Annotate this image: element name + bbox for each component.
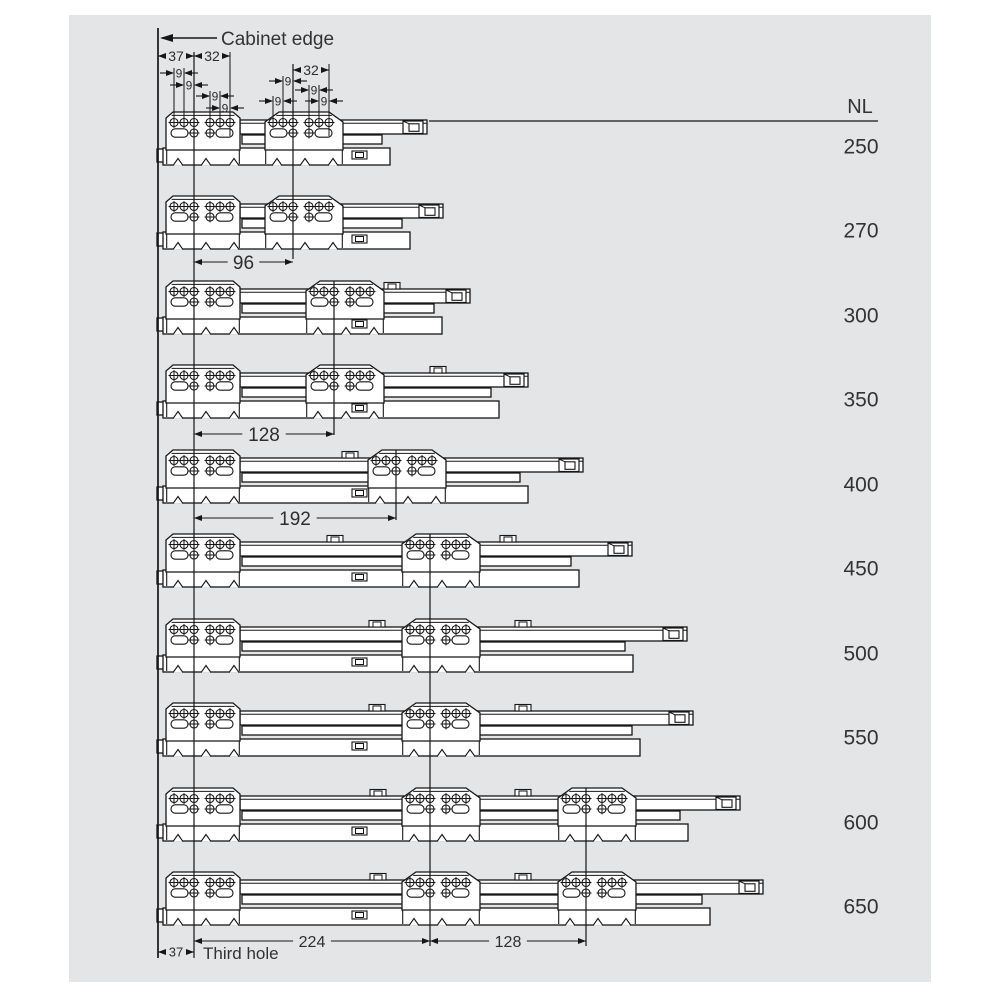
dimension-192: 192 (194, 509, 396, 530)
nl-value-270: 270 (843, 220, 878, 243)
front-bracket (165, 533, 241, 586)
cabinet-edge-arrow (160, 34, 217, 42)
mid-bracket-2 (557, 871, 637, 924)
dimension-128: 128 (194, 425, 334, 446)
dimension-9: 9 (206, 101, 244, 115)
nl-value-550: 550 (843, 727, 878, 750)
nl-value-400: 400 (843, 474, 878, 497)
dim-label: 9 (176, 66, 183, 80)
span-dimensions: 96 128 192 224 128 37 (158, 253, 586, 960)
front-bracket (165, 702, 241, 755)
mid-bracket-1 (305, 280, 385, 333)
front-bracket (165, 787, 241, 840)
nl-value-300: 300 (843, 305, 878, 328)
mid-bracket-1 (401, 533, 481, 586)
dim-label: 9 (311, 83, 318, 97)
nl-value-600: 600 (843, 812, 878, 835)
front-bracket (165, 871, 241, 924)
drawer-slide-nl-600 (156, 787, 741, 842)
front-bracket (165, 195, 241, 248)
mid-bracket-1 (401, 787, 481, 840)
dim-label: 96 (233, 253, 254, 274)
dim-label: 9 (212, 89, 219, 103)
dimension-9: 9 (196, 89, 234, 103)
dim-label: 9 (222, 101, 229, 115)
drawer-slide-nl-300 (156, 280, 471, 335)
front-bracket (165, 364, 241, 417)
front-bracket (165, 280, 241, 333)
nl-value-350: 350 (843, 389, 878, 412)
dimension-9: 9 (170, 78, 208, 92)
drawer-slide-nl-250 (156, 111, 428, 166)
dimension-9: 9 (259, 94, 297, 108)
dim-label: 9 (321, 94, 328, 108)
dimension-9: 9 (160, 66, 198, 80)
dimension-37: 37 (158, 945, 194, 960)
mid-bracket-1 (401, 618, 481, 671)
dim-label: 128 (495, 934, 522, 951)
dimension-128: 128 (430, 934, 586, 951)
drawer-slide-nl-450 (156, 533, 633, 588)
nl-value-650: 650 (843, 896, 878, 919)
mid-bracket-1 (264, 111, 344, 164)
dim-label: 32 (303, 62, 319, 78)
dimension-224: 224 (194, 934, 430, 951)
drawer-slide-nl-400 (156, 449, 584, 504)
dim-label: 9 (275, 94, 282, 108)
dimension-32: 32 (293, 62, 329, 78)
mid-bracket-1 (264, 195, 344, 248)
dim-label: 32 (204, 48, 220, 64)
nl-value-500: 500 (843, 643, 878, 666)
mid-bracket-1 (367, 449, 447, 502)
cabinet-edge-label: Cabinet edge (221, 29, 335, 50)
dim-label: 9 (186, 78, 193, 92)
mid-bracket-2 (557, 787, 637, 840)
dimension-9: 9 (269, 74, 307, 88)
dimension-37: 37 (158, 48, 194, 64)
guide-lines (157, 28, 587, 958)
dim-label: 192 (279, 509, 311, 530)
drawer-slide-nl-650 (156, 871, 764, 926)
dimension-9: 9 (305, 94, 343, 108)
dim-label: 37 (169, 945, 183, 960)
drawer-slide-nl-550 (156, 702, 694, 757)
dim-label: 37 (168, 48, 184, 64)
nl-column: 250 270 300 350 400 450 500 550 600 650 (429, 120, 879, 919)
dimension-9: 9 (295, 83, 333, 97)
third-hole-label: Third hole (203, 944, 279, 963)
mid-bracket-1 (401, 871, 481, 924)
nl-value-250: 250 (843, 136, 878, 159)
dimension-96: 96 (194, 253, 293, 274)
front-bracket (165, 449, 241, 502)
dim-label: 9 (285, 74, 292, 88)
drawer-slide-nl-350 (156, 364, 529, 419)
nl-header-label: NL (847, 96, 873, 118)
drawer-slide-nl-270 (156, 195, 444, 250)
dimension-32: 32 (194, 48, 230, 64)
nl-value-450: 450 (843, 558, 878, 581)
dim-label: 128 (248, 425, 280, 446)
drawer-slide-nl-500 (156, 618, 688, 673)
dim-label: 224 (299, 934, 326, 951)
